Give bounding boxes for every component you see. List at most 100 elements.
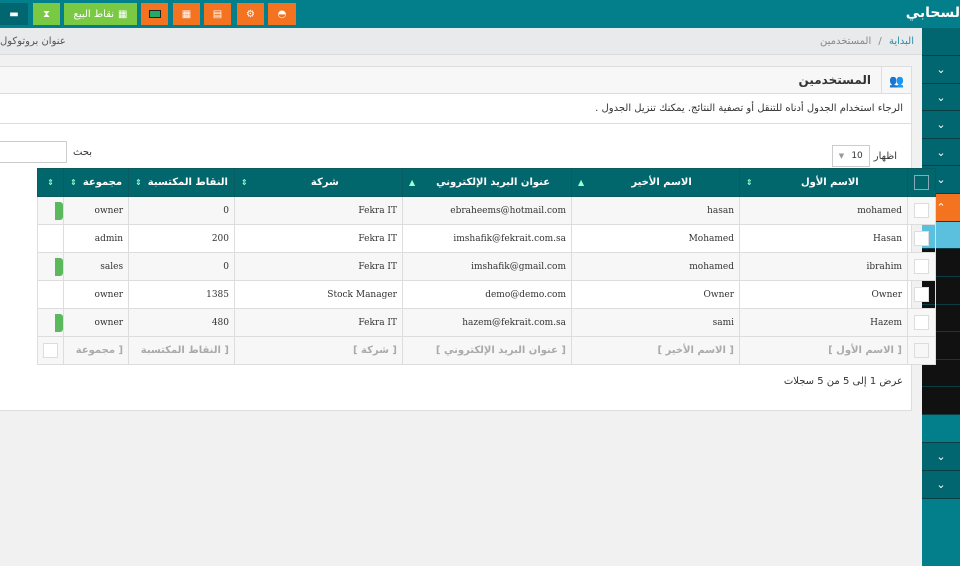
filter-points[interactable]: [ النقاط المكتسبة: [128, 336, 235, 365]
breadcrumb-separator: /: [878, 36, 882, 47]
cell-last-name: sami: [571, 308, 740, 337]
cell-last-name: mohamed: [571, 252, 740, 281]
actions-button[interactable]: [55, 201, 64, 220]
actions-cell: [37, 308, 65, 337]
sidebar-item[interactable]: ⌄: [922, 443, 960, 471]
cell-group: owner: [63, 196, 130, 225]
top-bar: ▬ ⧗ ▦ نقاط البيع ▦ ▤ ⚙ ◓ لسحابي: [0, 0, 960, 28]
ip-address-label: عنوان بروتوكول: [0, 36, 66, 47]
row-checkbox[interactable]: [914, 203, 929, 218]
panel-description: الرجاء استخدام الجدول أدناه للتنقل أو تص…: [595, 103, 903, 114]
table-row: Hasan Mohamed imshafik@fekrait.com.sa Fekra…: [37, 224, 936, 253]
sort-icon: ⇕: [241, 178, 248, 187]
header-label: الاسم الأول: [800, 177, 859, 188]
monitor-button[interactable]: [141, 3, 168, 25]
sidebar-item[interactable]: ⌄: [922, 84, 960, 111]
calendar-button[interactable]: ▦: [173, 3, 200, 25]
chevron-up-icon: ⌃: [936, 201, 946, 214]
row-select-cell: [907, 252, 936, 281]
cell-first-name: Hazem: [739, 308, 908, 337]
page-size-value: 10: [851, 151, 863, 161]
calendar-icon: ▦: [181, 8, 192, 20]
sidebar-subitem[interactable]: [922, 387, 960, 415]
dashboard-button[interactable]: ◓: [268, 3, 296, 25]
search-control: بحث: [0, 141, 92, 163]
sidebar-item[interactable]: [922, 28, 960, 56]
actions-cell: [37, 224, 65, 253]
hourglass-icon: ⧗: [42, 8, 51, 20]
pos-button[interactable]: ▦ نقاط البيع: [64, 3, 137, 25]
calculator-button[interactable]: ▤: [204, 3, 231, 25]
cell-points: 1385: [128, 280, 235, 309]
hourglass-button[interactable]: ⧗: [33, 3, 60, 25]
sidebar-item[interactable]: ⌄: [922, 139, 960, 166]
select-all-checkbox[interactable]: [914, 175, 929, 190]
sidebar-item[interactable]: [922, 415, 960, 443]
sidebar-item[interactable]: ⌄: [922, 56, 960, 84]
row-checkbox[interactable]: [914, 315, 929, 330]
column-header-company[interactable]: شركة ⇕: [234, 168, 403, 197]
chevron-down-icon: ⌄: [936, 478, 946, 491]
breadcrumb-home[interactable]: البداية: [888, 36, 914, 47]
chevron-down-icon: ⌄: [936, 173, 946, 186]
filter-select-cell: [907, 336, 936, 365]
sidebar-item[interactable]: ⌄: [922, 111, 960, 139]
row-checkbox[interactable]: [914, 287, 929, 302]
cell-first-name: Hasan: [739, 224, 908, 253]
table-row: Owner Owner demo@demo.com Stock Manager 1385…: [37, 280, 936, 309]
cell-company: Fekra IT: [234, 196, 403, 225]
cell-points: 0: [128, 196, 235, 225]
sort-asc-icon: ▲: [409, 178, 416, 187]
column-header-first-name[interactable]: الاسم الأول ⇕: [739, 168, 908, 197]
column-header-points[interactable]: النقاط المكتسبة ⇕: [128, 168, 235, 197]
cell-group: owner: [63, 280, 130, 309]
actions-cell: [37, 280, 65, 309]
cell-email: demo@demo.com: [402, 280, 572, 309]
row-checkbox[interactable]: [914, 231, 929, 246]
sort-asc-icon: ▲: [578, 178, 585, 187]
calculator-icon: ▤: [212, 8, 223, 20]
chevron-down-icon: ⌄: [936, 63, 946, 76]
filter-email[interactable]: [ عنوان البريد الإلكتروني ]: [402, 336, 572, 365]
filter-group[interactable]: [ مجموعة: [63, 336, 130, 365]
cell-last-name: Owner: [571, 280, 740, 309]
filter-company[interactable]: [ شركة ]: [234, 336, 403, 365]
header-label: عنوان البريد الإلكتروني: [436, 177, 551, 188]
column-header-actions[interactable]: ⇕: [37, 168, 65, 197]
row-select-cell: [907, 224, 936, 253]
cogs-button[interactable]: ⚙: [237, 3, 264, 25]
pos-grid-icon: ▦: [118, 8, 128, 20]
header-label: النقاط المكتسبة: [147, 177, 228, 188]
row-checkbox[interactable]: [914, 259, 929, 274]
table-row: Hazem sami hazem@fekrait.com.sa Fekra IT 480…: [37, 308, 936, 337]
cell-company: Stock Manager: [234, 280, 403, 309]
filter-last-name[interactable]: [ الاسم الأخير ]: [571, 336, 740, 365]
cell-email: hazem@fekrait.com.sa: [402, 308, 572, 337]
users-table: الاسم الأول ⇕ الاسم الأخير ▲ عنوان البريد …: [37, 168, 936, 365]
users-icon: 👥: [881, 67, 911, 94]
header-label: الاسم الأخير: [631, 177, 692, 188]
column-header-group[interactable]: مجموعة ⇕: [63, 168, 130, 197]
filter-box: [43, 343, 59, 358]
search-input[interactable]: [0, 141, 67, 163]
page-size-select[interactable]: ▼ 10: [831, 145, 870, 167]
sort-icon: ⇕: [135, 178, 142, 187]
sort-icon: ⇕: [70, 178, 77, 187]
sort-icon: ⇕: [746, 178, 753, 187]
cell-first-name: ibrahim: [739, 252, 908, 281]
cell-points: 0: [128, 252, 235, 281]
sidebar-item[interactable]: ⌄: [922, 471, 960, 499]
sidebar-subitem[interactable]: [922, 360, 960, 387]
header-label: شركة: [310, 177, 339, 188]
divider: [0, 123, 911, 124]
column-header-last-name[interactable]: الاسم الأخير ▲: [571, 168, 740, 197]
row-select-cell: [907, 308, 936, 337]
actions-button[interactable]: [55, 313, 64, 332]
window-button[interactable]: ▬: [0, 3, 28, 25]
filter-actions: [37, 336, 65, 365]
column-header-email[interactable]: عنوان البريد الإلكتروني ▲: [402, 168, 572, 197]
filter-first-name[interactable]: [ الاسم الأول ]: [739, 336, 908, 365]
row-select-cell: [907, 196, 936, 225]
actions-button[interactable]: [55, 257, 64, 276]
cell-email: ebraheems@hotmail.com: [402, 196, 572, 225]
